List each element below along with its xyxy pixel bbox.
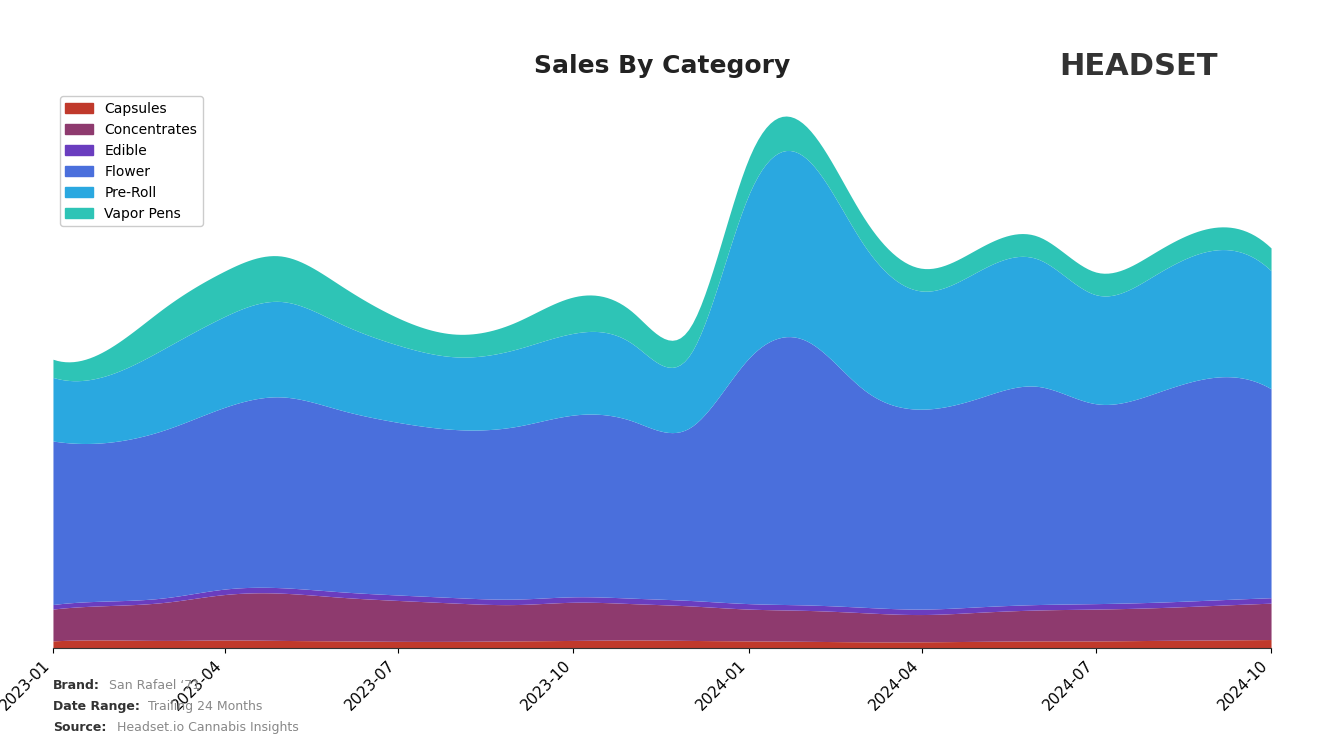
Text: San Rafael ‘71: San Rafael ‘71 [101,679,200,692]
Title: Sales By Category: Sales By Category [534,54,790,77]
Text: HEADSET: HEADSET [1059,52,1218,81]
Text: Brand:: Brand: [53,679,99,692]
Text: Headset.io Cannabis Insights: Headset.io Cannabis Insights [109,721,298,734]
Legend: Capsules, Concentrates, Edible, Flower, Pre-Roll, Vapor Pens: Capsules, Concentrates, Edible, Flower, … [60,96,203,226]
Text: Source:: Source: [53,721,106,734]
Text: Date Range:: Date Range: [53,700,140,713]
Text: Trailing 24 Months: Trailing 24 Months [140,700,262,713]
